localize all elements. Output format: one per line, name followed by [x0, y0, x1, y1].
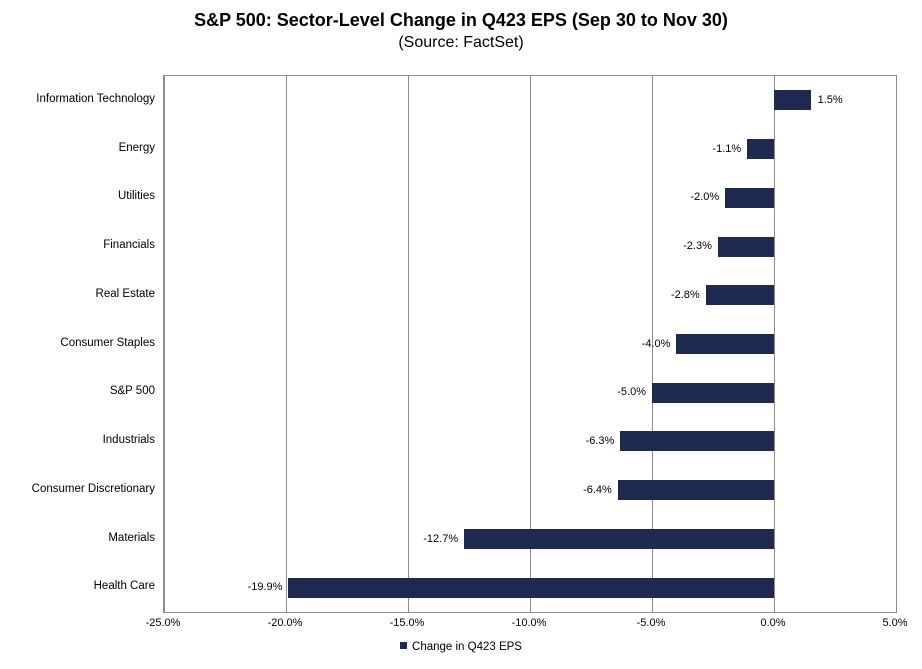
bar [705, 285, 774, 306]
chart-subtitle: (Source: FactSet) [398, 34, 524, 51]
legend: Change in Q423 EPS [0, 641, 922, 653]
category-label: Health Care [93, 580, 155, 593]
bar-value-label: -19.9% [247, 581, 283, 594]
bar [717, 236, 774, 257]
bar-value-label: -2.0% [690, 191, 720, 204]
bar-value-label: -4.0% [641, 337, 671, 350]
gridline [285, 76, 287, 612]
category-label: Consumer Staples [60, 336, 155, 349]
gridline [529, 76, 531, 612]
category-axis-labels: Information Technology Energy Utilities Fin… [0, 75, 155, 611]
category-label: Energy [118, 141, 155, 154]
bar-value-label: -6.4% [583, 483, 612, 496]
gridline [163, 76, 165, 612]
category-label: Financials [103, 239, 155, 252]
legend-swatch-icon [400, 642, 408, 650]
x-axis-tick-label: -15.0% [389, 617, 425, 629]
legend-label: Change in Q423 EPS [412, 641, 522, 653]
bar [288, 577, 774, 598]
gridline [407, 76, 409, 612]
bar-value-label: 1.5% [817, 94, 843, 106]
x-axis-tick-label: 0.0% [760, 617, 786, 629]
bar [725, 187, 774, 208]
bar [676, 334, 774, 354]
value-axis-labels: -25.0% -20.0% -15.0% -10.0% -5.0% 0.0% 5.0% [0, 617, 922, 631]
category-label: Consumer Discretionary [31, 482, 155, 495]
bar [652, 382, 774, 403]
bar [774, 90, 811, 111]
gridline [895, 76, 897, 612]
bar-value-label: -5.0% [617, 386, 646, 399]
category-label: Industrials [102, 434, 155, 447]
bar-value-label: -2.3% [683, 240, 712, 253]
chart-title: S&P 500: Sector-Level Change in Q423 EPS… [194, 10, 728, 30]
bar-value-label: -2.8% [670, 288, 700, 301]
bar-value-label: -12.7% [423, 532, 459, 545]
bar-value-label: -6.3% [585, 435, 615, 448]
category-label: Information Technology [36, 93, 155, 105]
x-axis-tick-label: 5.0% [882, 617, 908, 629]
x-axis-tick-label: -5.0% [636, 617, 666, 629]
category-label: Utilities [117, 190, 155, 203]
category-label: S&P 500 [109, 385, 155, 398]
bar [617, 480, 774, 501]
x-axis-tick-label: -20.0% [267, 617, 303, 629]
category-label: Materials [108, 531, 155, 544]
bar [747, 139, 774, 160]
x-axis-tick-label: -10.0% [511, 617, 547, 629]
gridline [651, 76, 653, 612]
bar [620, 431, 774, 452]
x-axis-tick-label: -25.0% [145, 617, 181, 629]
category-label: Real Estate [95, 287, 155, 300]
bar [464, 528, 774, 549]
plot-area: 1.5% -1.1% -2.0% -2.3% -2.8% -4.0% -5.0% -6.3% -… [163, 75, 897, 613]
bar-value-label: -1.1% [712, 142, 742, 155]
gridline [773, 76, 775, 612]
